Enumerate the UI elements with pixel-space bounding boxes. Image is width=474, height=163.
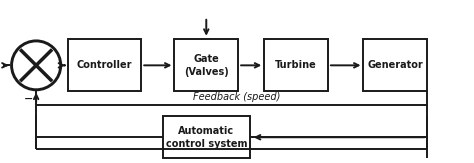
Bar xyxy=(68,39,141,91)
Bar xyxy=(174,39,238,91)
Text: Feedback (speed): Feedback (speed) xyxy=(193,92,281,102)
Bar xyxy=(264,39,328,91)
Bar xyxy=(163,116,250,158)
Text: Controller: Controller xyxy=(77,60,132,70)
Ellipse shape xyxy=(11,41,61,90)
Text: −: − xyxy=(24,93,34,104)
Bar xyxy=(364,39,427,91)
Text: Automatic
control system: Automatic control system xyxy=(165,126,247,149)
Text: Gate
(Valves): Gate (Valves) xyxy=(184,54,228,77)
Text: Generator: Generator xyxy=(367,60,423,70)
Text: Turbine: Turbine xyxy=(275,60,317,70)
